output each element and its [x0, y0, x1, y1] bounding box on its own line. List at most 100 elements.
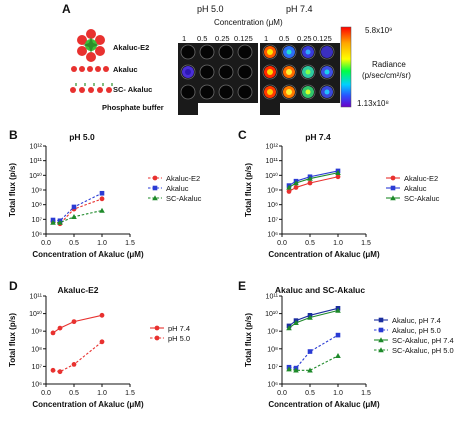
- chart-c-series-akaluc-e2: [286, 174, 341, 194]
- chart-c-line-akaluc-e2: [288, 176, 339, 192]
- panel-letter-d: D: [9, 279, 18, 293]
- chart-e-y-tick-label: 10⁷: [268, 364, 279, 371]
- chart-b-point-sc-akaluc: [71, 213, 77, 219]
- chart-b-y-tick-label: 10⁷: [32, 217, 43, 224]
- chart-e-legend-entry-sc-akaluc-ph-5-0: SC-Akaluc, pH 5.0: [374, 346, 454, 355]
- akaluc-e2-cluster-icon: [77, 29, 105, 62]
- colorbar-title: Radiance: [372, 60, 406, 69]
- chart-c-point-akaluc-e2: [335, 174, 341, 180]
- chart-b-legend-label: Akaluc: [166, 184, 189, 193]
- chart-e-point-sc-akaluc-ph-5-0: [293, 367, 299, 373]
- chart-b-xlabel: Concentration of Akaluc (μM): [32, 250, 144, 259]
- chart-d-y-tick-label: 10⁹: [31, 329, 42, 336]
- chart-b-x-tick-label: 1.0: [97, 240, 107, 247]
- chart-e-line-akaluc-ph-7-4: [288, 307, 339, 327]
- chart-c-point-sc-akaluc: [307, 175, 313, 181]
- chart-c-ylabel: Total flux (p/s): [244, 163, 253, 217]
- chart-e-legend-marker: [378, 337, 384, 343]
- plate-image-ph50: [178, 43, 258, 115]
- chart-d-line-ph-5-0: [52, 341, 103, 373]
- chart-e-point-sc-akaluc-ph-5-0: [286, 366, 292, 372]
- row-label-akaluc: Akaluc: [113, 65, 138, 74]
- chart-c-line-akaluc: [288, 170, 339, 187]
- chart-e-y-tick-label: 10⁶: [267, 382, 278, 389]
- chart-d-y-tick-label: 10⁸: [31, 346, 42, 353]
- ph74-label: pH 7.4: [286, 4, 313, 14]
- chart-d-y-tick-label: 10⁶: [31, 382, 42, 389]
- chart-c-y-tick-label: 10⁶: [267, 232, 278, 239]
- chart-d: Akaluc-E2 10⁶ 10⁷ 10⁸ 10⁹ 10¹⁰ 10¹¹ 0.0 0.5 1.0 1.…: [8, 285, 190, 409]
- chart-c-y-tick-label: 10⁹: [267, 188, 278, 195]
- chart-b: pH 5.0 10⁶ 10⁷ 10⁸ 10⁹ 10¹⁰ 10¹¹ 10¹² 0.0 0.5 1.0 1…: [8, 132, 202, 259]
- chart-e-legend-entry-akaluc-ph-7-4: Akaluc, pH 7.4: [374, 316, 441, 325]
- chart-d-y-tick-label: 10¹¹: [30, 294, 43, 301]
- chart-e-legend-entry-akaluc-ph-5-0: Akaluc, pH 5.0: [374, 326, 441, 335]
- chart-e-point-sc-akaluc-ph-7-4: [335, 307, 341, 313]
- chart-d-legend-marker: [154, 335, 160, 341]
- chart-d-series-ph-7-4: [50, 312, 105, 336]
- chart-c-legend-label: SC-Akaluc: [404, 194, 440, 203]
- chart-d-point-ph-7-4: [50, 330, 56, 336]
- chart-d-point-ph-7-4: [99, 312, 105, 318]
- row-label-sc-akaluc: SC- Akaluc: [113, 85, 153, 94]
- chart-c-line-sc-akaluc: [288, 172, 339, 188]
- chart-b-y-tick-label: 10¹¹: [30, 158, 43, 165]
- chart-e: Akaluc and SC-Akaluc 10⁶ 10⁷ 10⁸ 10⁹ 10¹⁰ 10¹¹…: [244, 285, 454, 409]
- chart-e-line-sc-akaluc-ph-7-4: [288, 309, 339, 329]
- ph50-conc-3: 0.25: [215, 34, 230, 43]
- chart-d-point-ph-5-0: [99, 339, 105, 345]
- chart-e-x-tick-label: 0.0: [277, 390, 287, 397]
- ph74-conc-4: 0.125: [313, 34, 332, 43]
- ph50-conc-4: 0.125: [234, 34, 253, 43]
- ph74-conc-3: 0.25: [297, 34, 312, 43]
- chart-b-line-akaluc-e2: [52, 198, 103, 225]
- chart-c-point-sc-akaluc: [293, 180, 299, 186]
- chart-b-point-sc-akaluc: [99, 207, 105, 213]
- chart-c-legend-marker: [390, 175, 396, 181]
- chart-e-x-tick-label: 0.5: [305, 390, 315, 397]
- chart-b-series-akaluc: [50, 190, 105, 224]
- chart-e-point-sc-akaluc-ph-7-4: [293, 320, 299, 326]
- chart-d-point-ph-5-0: [50, 367, 56, 373]
- chart-b-legend-entry-sc-akaluc: SC-Akaluc: [148, 194, 202, 203]
- chart-b-legend-marker: [152, 175, 158, 181]
- chart-d-legend-entry-ph-5-0: pH 5.0: [150, 334, 190, 343]
- chart-e-series-sc-akaluc-ph-5-0: [286, 353, 341, 373]
- chart-b-line-sc-akaluc: [53, 209, 103, 224]
- panel-letter-c: C: [238, 128, 247, 142]
- chart-d-y-tick-label: 10⁷: [32, 364, 43, 371]
- chart-b-x-tick-label: 1.5: [125, 240, 135, 247]
- chart-c-legend-marker: [390, 185, 396, 191]
- chart-e-x-tick-label: 1.5: [361, 390, 371, 397]
- chart-c-title: pH 7.4: [305, 132, 331, 142]
- chart-c-legend-entry-sc-akaluc: SC-Akaluc: [386, 194, 440, 203]
- chart-d-y-tick-label: 10¹⁰: [29, 310, 42, 318]
- chart-b-point-akaluc-e2: [99, 196, 105, 202]
- concentration-label: Concentration (μM): [214, 18, 283, 27]
- chart-b-series-sc-akaluc: [50, 207, 105, 225]
- chart-e-point-akaluc-ph-5-0: [335, 332, 341, 338]
- colorbar-min-label: 1.13x10⁸: [357, 99, 389, 108]
- chart-e-ylabel: Total flux (p/s): [244, 313, 253, 367]
- panel-letter-e: E: [238, 279, 247, 293]
- chart-c-y-tick-label: 10¹⁰: [265, 172, 278, 180]
- chart-e-line-akaluc-ph-5-0: [288, 334, 339, 369]
- chart-b-x-tick-label: 0.0: [41, 240, 51, 247]
- chart-d-point-ph-5-0: [57, 369, 63, 375]
- chart-b-point-sc-akaluc: [50, 219, 56, 225]
- chart-d-ylabel: Total flux (p/s): [8, 313, 17, 367]
- chart-c-point-akaluc-e2: [307, 180, 313, 186]
- chart-e-xlabel: Concentration of Akaluc (μM): [268, 400, 380, 409]
- chart-b-y-tick-label: 10⁹: [31, 188, 42, 195]
- chart-e-point-akaluc-ph-5-0: [307, 349, 313, 354]
- chart-e-legend-label: Akaluc, pH 7.4: [392, 316, 441, 325]
- akaluc-dots-icon: [71, 66, 109, 72]
- chart-b-x-tick-label: 0.5: [69, 240, 79, 247]
- chart-b-legend-marker: [152, 195, 158, 201]
- chart-b-line-akaluc: [52, 192, 103, 222]
- chart-e-point-sc-akaluc-ph-7-4: [307, 314, 313, 320]
- chart-e-y-tick-label: 10⁹: [267, 329, 278, 336]
- chart-d-x-tick-label: 1.0: [97, 390, 107, 397]
- chart-c: pH 7.4 10⁶ 10⁷ 10⁸ 10⁹ 10¹⁰ 10¹¹ 10¹² 0.0 0.5 1.0 1…: [244, 132, 440, 259]
- chart-b-legend-marker: [152, 185, 158, 191]
